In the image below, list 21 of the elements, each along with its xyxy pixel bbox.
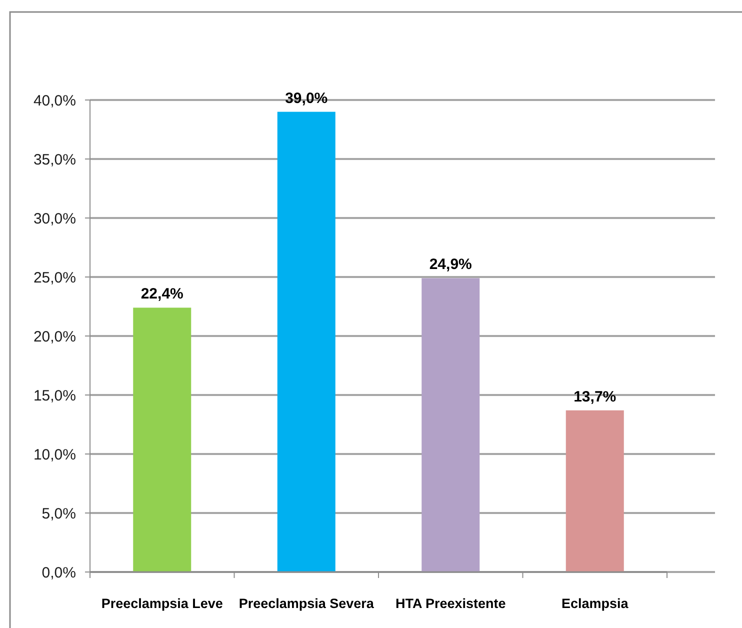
y-tick-label: 20,0% (33, 328, 76, 346)
y-tick-label: 25,0% (33, 269, 76, 286)
x-tick-label: Preeclampsia Leve (101, 596, 224, 611)
bar (422, 278, 480, 572)
y-tick-label: 40,0% (33, 92, 76, 110)
y-tick-label: 10,0% (33, 446, 76, 464)
data-label: 24,9% (429, 256, 472, 274)
bar (133, 308, 192, 572)
x-tick-label: Preeclampsia Severa (238, 596, 374, 611)
x-tick-label: Eclampsia (561, 596, 629, 611)
y-tick-label: 35,0% (33, 151, 76, 168)
bar (277, 112, 336, 572)
y-tick-label: 5,0% (42, 505, 76, 522)
data-label: 22,4% (140, 286, 184, 303)
data-label: 39,0% (285, 90, 328, 107)
bar (566, 410, 624, 572)
y-tick-label: 0,0% (42, 564, 76, 582)
y-tick-label: 30,0% (33, 210, 76, 228)
y-tick-label: 15,0% (33, 387, 76, 404)
x-tick-label: HTA Preexistente (395, 596, 506, 611)
data-label: 13,7% (574, 388, 616, 406)
